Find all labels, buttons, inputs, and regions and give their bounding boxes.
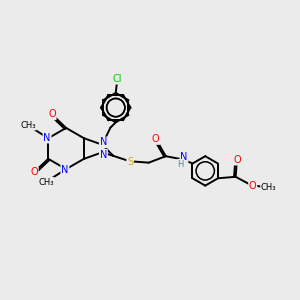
Text: Cl: Cl (112, 74, 122, 84)
Text: N: N (180, 152, 188, 162)
Text: O: O (249, 181, 256, 190)
Text: O: O (30, 167, 38, 177)
Text: O: O (234, 155, 241, 165)
Text: N: N (44, 133, 51, 142)
Text: S: S (127, 157, 133, 167)
Text: N: N (100, 137, 107, 147)
Text: O: O (152, 134, 160, 144)
Text: CH₃: CH₃ (38, 178, 54, 187)
Text: H: H (177, 160, 184, 169)
Text: CH₃: CH₃ (20, 121, 36, 130)
Text: O: O (48, 110, 56, 119)
Text: CH₃: CH₃ (261, 184, 276, 193)
Text: N: N (100, 150, 107, 160)
Text: N: N (61, 165, 69, 175)
